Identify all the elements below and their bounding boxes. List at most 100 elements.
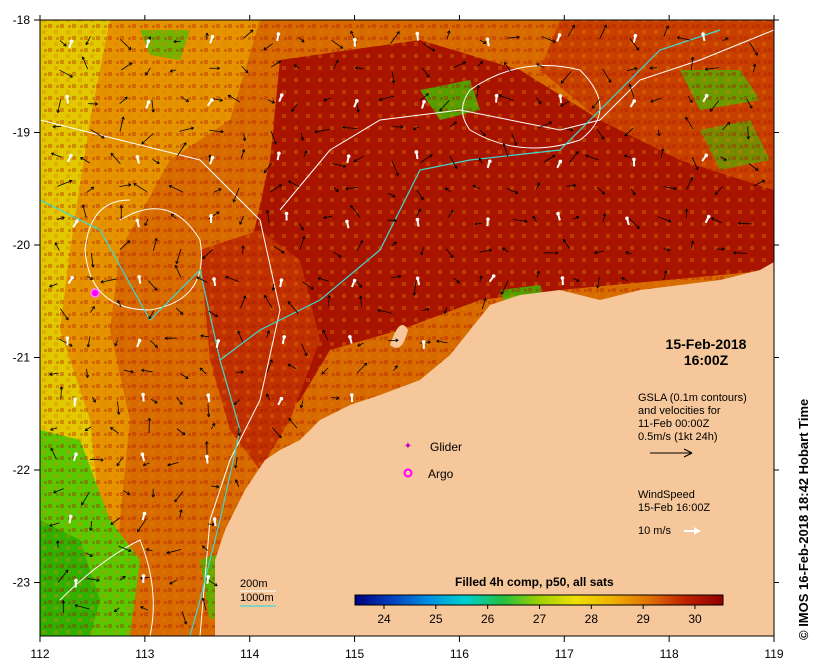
current-arrowhead — [271, 100, 275, 104]
current-arrowhead — [575, 215, 580, 220]
current-arrowhead — [623, 154, 628, 158]
wind-arrowhead — [352, 278, 357, 283]
current-arrow — [241, 149, 245, 159]
current-arrow — [234, 399, 241, 406]
current-arrow — [202, 597, 207, 611]
x-tick-label: 114 — [240, 647, 259, 661]
current-arrowhead — [628, 83, 632, 88]
current-arrow — [512, 219, 528, 222]
current-arrow — [391, 241, 397, 247]
current-arrow — [449, 155, 458, 169]
current-arrowhead — [96, 578, 100, 582]
current-arrow — [199, 367, 207, 375]
current-arrowhead — [133, 183, 137, 187]
wind-arrowhead — [135, 218, 140, 223]
current-arrowhead — [190, 126, 195, 131]
current-arrowhead — [704, 67, 708, 71]
current-arrowhead — [142, 462, 147, 467]
current-arrowhead — [649, 66, 653, 70]
current-arrowhead — [85, 41, 89, 46]
current-arrowhead — [126, 491, 131, 495]
current-arrow — [453, 61, 466, 68]
current-arrowhead — [483, 40, 487, 44]
current-arrowhead — [690, 240, 695, 244]
current-arrow — [288, 180, 300, 188]
current-arrow — [122, 490, 130, 495]
current-arrowhead — [601, 136, 605, 140]
current-arrow — [560, 101, 570, 107]
current-arrow — [118, 545, 132, 552]
current-arrow — [477, 61, 484, 67]
current-arrowhead — [278, 434, 282, 439]
current-arrow — [629, 38, 640, 51]
wind-arrowhead — [421, 340, 426, 344]
current-arrow — [211, 485, 220, 488]
current-arrow — [626, 67, 638, 72]
y-tick-label: -22 — [13, 463, 31, 477]
current-arrow — [323, 215, 333, 219]
current-arrowhead — [128, 46, 132, 51]
current-arrow — [330, 396, 340, 399]
current-arrowhead — [185, 375, 189, 380]
current-arrow — [391, 275, 401, 279]
x-tick-label: 118 — [660, 647, 679, 661]
current-arrow — [498, 94, 514, 101]
current-arrow — [714, 185, 724, 195]
current-arrow — [50, 427, 58, 431]
wind-arrowhead — [212, 517, 217, 521]
wind-arrowhead — [68, 514, 73, 519]
current-arrowhead — [624, 133, 628, 137]
current-arrowhead — [412, 292, 417, 296]
current-arrow — [686, 177, 693, 190]
current-arrow — [151, 99, 154, 113]
current-arrow — [474, 223, 482, 225]
current-arrowhead — [426, 307, 430, 312]
current-arrowhead — [378, 97, 383, 102]
current-arrowhead — [249, 29, 254, 33]
current-arrow — [176, 428, 186, 435]
current-arrow — [449, 121, 457, 128]
current-arrow — [748, 163, 759, 171]
wind-line-3: 10 m/s — [638, 525, 672, 537]
current-arrowhead — [166, 550, 170, 555]
current-arrow — [391, 160, 399, 176]
current-arrow — [624, 127, 634, 137]
current-arrowhead — [141, 141, 145, 145]
wind-arrowhead — [704, 93, 709, 98]
current-arrow — [350, 205, 361, 218]
current-arrow — [333, 187, 339, 193]
current-arrow — [49, 372, 58, 375]
current-arrow — [180, 96, 189, 102]
current-arrowhead — [359, 295, 363, 299]
wind-arrowhead — [73, 397, 77, 402]
current-arrowhead — [397, 274, 402, 279]
current-arrow — [240, 295, 246, 309]
current-arrowhead — [126, 240, 131, 244]
wind-scale-arrow — [694, 527, 700, 535]
y-tick-label: -21 — [13, 351, 31, 365]
current-arrow — [110, 427, 119, 434]
wind-arrowhead — [74, 578, 78, 583]
current-arrowhead — [174, 498, 178, 503]
current-arrowhead — [89, 276, 94, 280]
current-arrowhead — [301, 39, 305, 43]
current-arrowhead — [752, 63, 757, 67]
current-arrow — [50, 447, 57, 460]
current-arrow — [331, 39, 344, 49]
current-arrowhead — [632, 192, 636, 196]
current-arrowhead — [524, 219, 528, 223]
wind-arrowhead — [141, 574, 146, 578]
current-arrow — [594, 250, 604, 254]
current-arrow — [502, 247, 509, 253]
wind-arrowhead — [355, 99, 359, 103]
current-arrowhead — [128, 62, 133, 66]
current-arrowhead — [242, 137, 247, 142]
current-arrowhead — [168, 184, 173, 189]
current-arrow — [650, 97, 662, 103]
current-arrow — [663, 248, 671, 251]
current-arrow — [119, 39, 132, 50]
current-arrowhead — [119, 205, 124, 209]
current-arrowhead — [278, 184, 282, 188]
current-arrowhead — [81, 56, 86, 60]
current-arrow — [573, 216, 580, 220]
